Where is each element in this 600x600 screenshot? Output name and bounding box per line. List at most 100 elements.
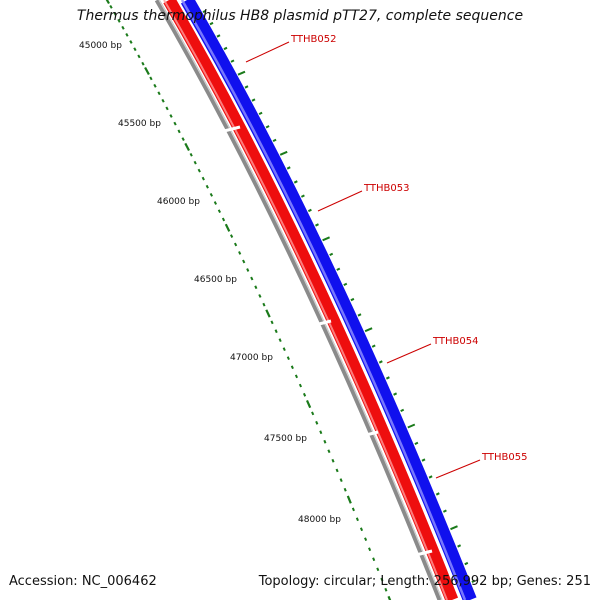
outer-minor-tick — [293, 180, 298, 184]
outer-major-tick — [322, 236, 330, 242]
minor-tick — [302, 392, 307, 397]
minor-tick — [270, 320, 274, 325]
outer-minor-tick — [357, 313, 362, 317]
map-summary-text: Topology: circular; Length: 256,992 bp; … — [258, 574, 591, 589]
outer-minor-tick — [209, 21, 214, 26]
scale-label: 45500 bp — [118, 119, 161, 129]
outer-minor-tick — [202, 9, 207, 13]
minor-tick — [339, 478, 343, 482]
minor-tick — [217, 209, 221, 214]
minor-tick — [355, 517, 359, 522]
minor-tick — [278, 338, 282, 343]
outer-minor-tick — [371, 344, 376, 348]
minor-tick — [250, 276, 254, 281]
scale-ticks — [105, 0, 476, 600]
outer-minor-tick — [471, 579, 476, 583]
outer-minor-tick — [442, 509, 447, 513]
forward-strand-band — [180, 0, 477, 600]
outer-minor-tick — [315, 223, 319, 227]
minor-tick — [137, 54, 141, 59]
minor-tick — [189, 152, 193, 157]
gene-boundary — [314, 319, 332, 327]
major-tick — [144, 66, 150, 76]
minor-tick — [327, 449, 331, 454]
gene-leader-line — [317, 190, 363, 212]
minor-tick — [221, 217, 226, 222]
outer-minor-tick — [428, 475, 433, 479]
outer-major-tick — [237, 70, 246, 76]
minor-tick — [294, 374, 299, 379]
outer-minor-tick — [343, 282, 348, 286]
minor-tick — [380, 577, 384, 582]
outer-minor-tick — [230, 59, 235, 63]
outer-major-tick — [364, 327, 373, 333]
minor-tick — [258, 294, 262, 298]
outer-minor-tick — [258, 111, 263, 115]
minor-tick — [165, 106, 169, 111]
minor-tick — [351, 507, 355, 512]
minor-tick — [331, 458, 335, 463]
minor-tick — [315, 420, 319, 425]
gene-leader-lines — [245, 41, 481, 479]
scale-labels: 45000 bp 45500 bp 46000 bp 46500 bp 4700… — [79, 41, 341, 525]
gene-boundary — [415, 549, 433, 557]
minor-tick — [238, 251, 242, 255]
scale-label: 46500 bp — [194, 275, 237, 285]
outer-major-tick — [450, 525, 458, 531]
outer-major-tick — [407, 423, 416, 429]
gene-label-tthb054[interactable]: TTHB054 — [432, 336, 479, 347]
minor-tick — [335, 468, 339, 473]
minor-tick — [376, 567, 380, 572]
gene-leader-line — [245, 41, 290, 63]
map-title: Thermus thermophilus HB8 plasmid pTT27, … — [76, 8, 524, 24]
major-tick — [224, 223, 231, 232]
gene-label-tthb053[interactable]: TTHB053 — [363, 183, 410, 194]
minor-tick — [242, 259, 246, 264]
minor-tick — [290, 365, 294, 370]
gene-boundaries — [223, 125, 433, 557]
gene-label-tthb052[interactable]: TTHB052 — [290, 34, 337, 45]
minor-tick — [282, 347, 286, 352]
outer-minor-tick — [336, 267, 341, 271]
outer-minor-tick — [400, 408, 405, 412]
minor-tick — [161, 98, 165, 103]
minor-tick — [384, 587, 388, 592]
scale-label: 47500 bp — [264, 434, 307, 444]
outer-minor-tick — [457, 544, 462, 548]
outer-minor-tick — [265, 125, 270, 129]
minor-tick — [149, 76, 153, 81]
gene-leader-line — [435, 459, 481, 479]
major-tick — [105, 0, 110, 5]
outer-minor-tick — [414, 441, 419, 445]
outer-minor-tick — [272, 138, 277, 142]
minor-tick — [286, 356, 290, 361]
minor-tick — [177, 129, 181, 134]
minor-tick — [262, 302, 266, 307]
outer-minor-tick — [385, 376, 390, 380]
reverse-strand-band — [163, 0, 459, 600]
gene-label-tthb055[interactable]: TTHB055 — [481, 452, 528, 463]
minor-tick — [201, 176, 205, 181]
minor-tick — [197, 168, 201, 173]
scale-label: 45000 bp — [79, 41, 122, 51]
minor-tick — [141, 61, 145, 66]
outer-minor-tick — [251, 98, 256, 102]
minor-tick — [230, 234, 234, 238]
minor-tick — [274, 329, 278, 334]
gene-boundary — [361, 430, 379, 438]
minor-tick — [181, 137, 185, 141]
outer-minor-tick — [286, 166, 291, 170]
minor-tick — [343, 487, 347, 492]
minor-tick — [359, 527, 364, 532]
outer-minor-tick — [300, 194, 305, 198]
minor-tick — [121, 25, 125, 30]
scale-label: 48000 bp — [298, 515, 341, 525]
minor-tick — [157, 91, 161, 96]
minor-tick — [205, 184, 209, 189]
outer-minor-tick — [378, 360, 383, 364]
minor-tick — [125, 33, 129, 37]
minor-tick — [153, 83, 157, 88]
major-tick — [265, 309, 271, 318]
